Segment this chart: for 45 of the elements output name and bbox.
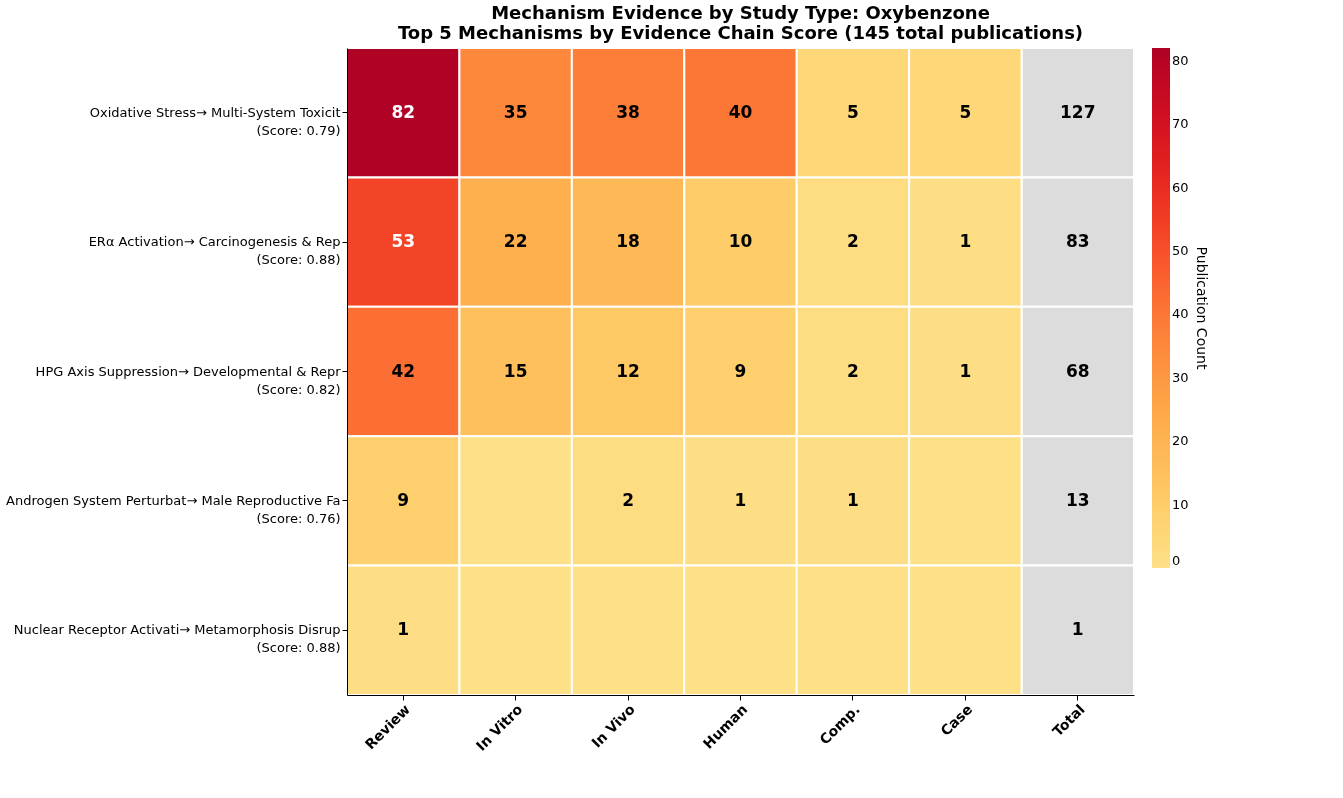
- data-label: 18: [616, 231, 640, 252]
- data-label: 9: [397, 489, 410, 510]
- y-tick-label: Nuclear Receptor Activati→ Metamorphosis Disrup (Score: 0.88): [13, 622, 341, 656]
- color-bar-label: 80: [1172, 52, 1189, 68]
- data-label: 15: [503, 360, 528, 381]
- data-label: 1: [959, 360, 972, 381]
- data-label: 35: [503, 101, 528, 122]
- color-bar-label: 30: [1172, 369, 1189, 385]
- data-label: 5: [847, 101, 859, 122]
- data-label: 5: [959, 101, 972, 122]
- data-label: 12: [616, 360, 640, 381]
- data-label: 38: [616, 101, 640, 122]
- data-label: 1: [847, 489, 859, 510]
- data-label: 1: [959, 231, 972, 252]
- data-label: 40: [728, 101, 753, 122]
- data-label: 22: [503, 231, 528, 252]
- data-label: 1: [397, 619, 410, 640]
- text: Mechanism Evidence by Study Type: Oxybenzone: [491, 2, 990, 23]
- color-bar-label: 40: [1172, 306, 1189, 322]
- data-label: 53: [391, 231, 416, 252]
- text: 13: [1065, 489, 1090, 510]
- color-bar-title: Publication Count: [1194, 246, 1210, 370]
- text: 68: [1065, 360, 1090, 381]
- data-label: 2: [622, 489, 634, 510]
- text: 83: [1065, 231, 1090, 252]
- y-tick-label: Oxidative Stress→ Multi-System Toxicit (Score: 0.79): [89, 104, 341, 138]
- y-tick-label: ERα Activation→ Carcinogenesis & Rep (Score: 0.88): [88, 234, 341, 268]
- data-label: 82: [391, 101, 416, 122]
- data-label: 2: [847, 360, 859, 381]
- color-bar-label: 10: [1172, 496, 1189, 512]
- data-label: 9: [734, 360, 747, 381]
- text: 1: [1071, 619, 1084, 640]
- text: Top 5 Mechanisms by Evidence Chain Score (145 total publications): [397, 22, 1084, 43]
- data-label: 10: [728, 231, 753, 252]
- y-tick-label: Androgen System Perturbat→ Male Reproductive Fa (Score: 0.76): [6, 492, 341, 526]
- data-label: 1: [734, 489, 747, 510]
- color-bar-label: 50: [1172, 242, 1189, 258]
- color-bar-label: 20: [1172, 433, 1189, 449]
- data-label: 42: [391, 360, 416, 381]
- color-bar-label: 0: [1172, 553, 1181, 568]
- color-bar-label: 60: [1172, 179, 1189, 195]
- color-bar-label: 70: [1172, 116, 1189, 132]
- data-label: 2: [847, 231, 859, 252]
- y-tick-label: HPG Axis Suppression→ Developmental & Repr (Score: 0.82): [35, 363, 342, 397]
- text: 127: [1060, 101, 1096, 122]
